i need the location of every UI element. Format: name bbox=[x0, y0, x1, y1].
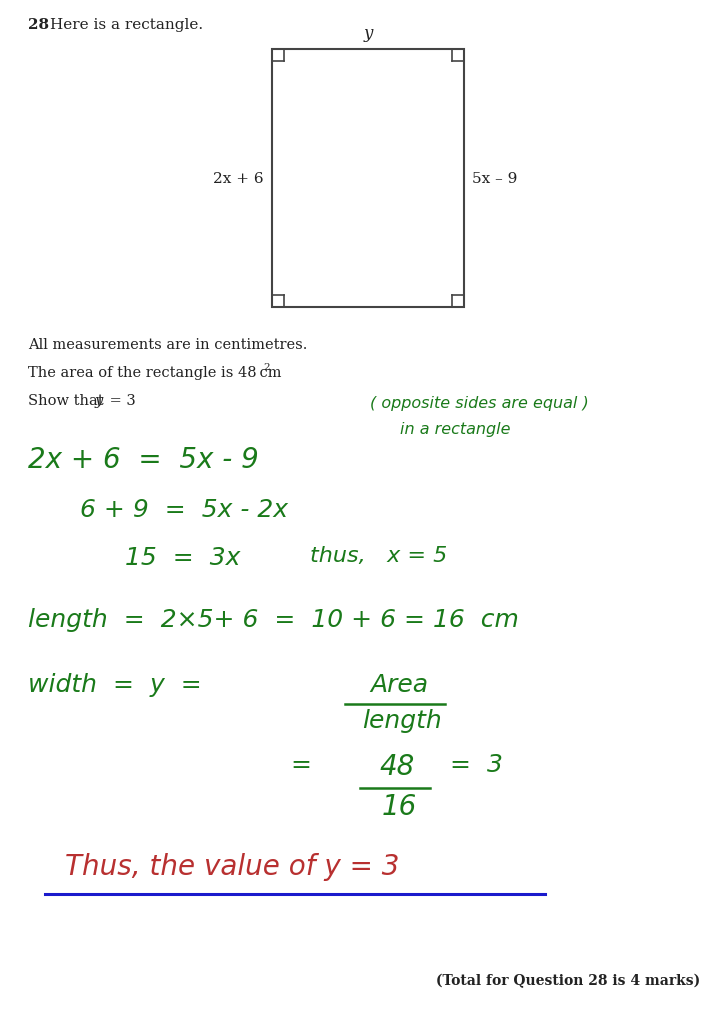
Text: 48: 48 bbox=[380, 752, 415, 780]
Text: 5x – 9: 5x – 9 bbox=[472, 172, 518, 186]
Text: = 3: = 3 bbox=[105, 393, 136, 407]
Text: (Total for Question 28 is 4 marks): (Total for Question 28 is 4 marks) bbox=[436, 973, 700, 987]
Text: 2: 2 bbox=[263, 363, 269, 372]
Text: 16: 16 bbox=[382, 793, 418, 820]
Text: width  =  y  =: width = y = bbox=[28, 672, 202, 697]
Text: =: = bbox=[290, 752, 311, 776]
Text: y: y bbox=[95, 393, 103, 407]
Bar bbox=[272, 50, 464, 307]
Text: in a rectangle: in a rectangle bbox=[400, 422, 510, 437]
Text: 15  =  3x: 15 = 3x bbox=[125, 546, 240, 569]
Text: 2x + 6: 2x + 6 bbox=[213, 172, 264, 186]
Text: length  =  2×5+ 6  =  10 + 6 = 16  cm: length = 2×5+ 6 = 10 + 6 = 16 cm bbox=[28, 608, 519, 632]
Text: 2x + 6  =  5x - 9: 2x + 6 = 5x - 9 bbox=[28, 446, 258, 473]
Text: ( opposite sides are equal ): ( opposite sides are equal ) bbox=[370, 395, 589, 410]
Text: =  3: = 3 bbox=[450, 752, 503, 776]
Text: thus,   x = 5: thus, x = 5 bbox=[310, 546, 447, 565]
Text: length: length bbox=[362, 709, 442, 732]
Text: Area: Area bbox=[370, 672, 428, 697]
Text: Show that: Show that bbox=[28, 393, 108, 407]
Text: 6 + 9  =  5x - 2x: 6 + 9 = 5x - 2x bbox=[80, 497, 288, 522]
Text: y: y bbox=[364, 25, 373, 42]
Text: All measurements are in centimetres.: All measurements are in centimetres. bbox=[28, 338, 307, 352]
Text: Here is a rectangle.: Here is a rectangle. bbox=[50, 18, 203, 32]
Text: The area of the rectangle is 48 cm: The area of the rectangle is 48 cm bbox=[28, 366, 282, 379]
Text: 28: 28 bbox=[28, 18, 49, 32]
Text: Thus, the value of y = 3: Thus, the value of y = 3 bbox=[65, 852, 400, 881]
